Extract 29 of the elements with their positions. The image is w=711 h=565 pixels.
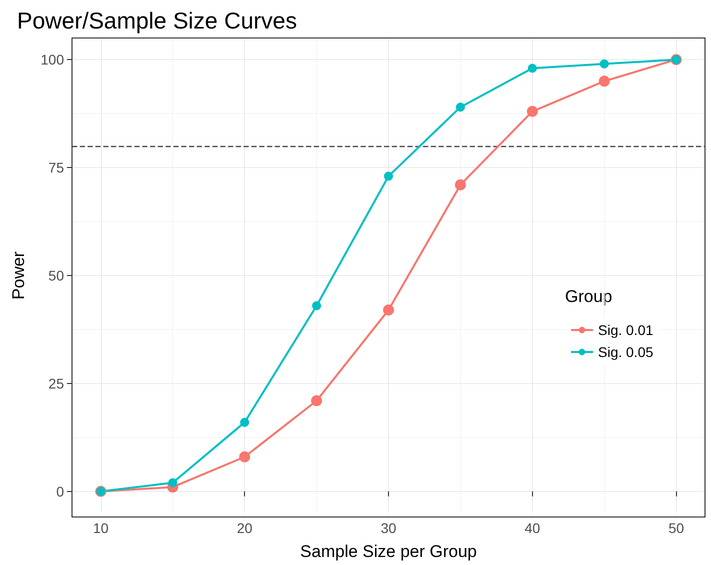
y-tick-label: 0 bbox=[56, 483, 64, 500]
y-axis-title: Power bbox=[9, 251, 28, 300]
legend-label: Sig. 0.05 bbox=[598, 344, 654, 360]
x-tick-label: 50 bbox=[668, 520, 684, 536]
point bbox=[598, 76, 610, 87]
y-tick-label: 75 bbox=[48, 160, 64, 176]
y-tick-label: 50 bbox=[48, 268, 64, 284]
x-tick-label: 20 bbox=[236, 520, 253, 536]
point bbox=[600, 59, 609, 68]
chart-title: Power/Sample Size Curves bbox=[17, 8, 297, 34]
point bbox=[311, 395, 322, 406]
legend-title: Group bbox=[565, 287, 612, 306]
x-tick-label: 10 bbox=[92, 520, 109, 536]
point bbox=[384, 172, 393, 181]
point bbox=[168, 478, 178, 488]
x-tick-label: 40 bbox=[524, 520, 540, 536]
legend-label: Sig. 0.01 bbox=[598, 322, 654, 338]
y-tick-label: 100 bbox=[40, 52, 64, 68]
point bbox=[383, 304, 394, 316]
point bbox=[312, 301, 322, 310]
point bbox=[526, 106, 538, 117]
point bbox=[456, 102, 465, 112]
point bbox=[240, 418, 250, 427]
point bbox=[454, 179, 466, 190]
x-axis-title: Sample Size per Group bbox=[300, 542, 477, 561]
point bbox=[528, 64, 537, 73]
y-tick-label: 25 bbox=[48, 375, 64, 392]
x-tick-label: 30 bbox=[380, 520, 396, 536]
point bbox=[239, 451, 250, 462]
